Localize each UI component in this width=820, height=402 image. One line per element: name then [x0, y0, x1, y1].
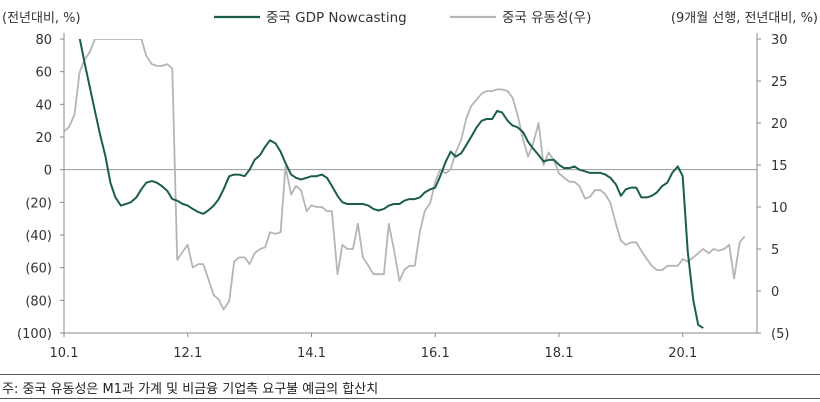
footnote-bottom-rule	[0, 398, 820, 399]
right-axis-label: (9개월 선행, 전년대비, %)	[671, 10, 818, 26]
left-tick-label: (80)	[25, 294, 52, 309]
axes	[60, 33, 761, 337]
right-tick-label: 0	[771, 285, 779, 300]
legend: 중국 GDP Nowcasting 중국 유동성(우)	[214, 10, 591, 26]
legend-label: 중국 GDP Nowcasting	[266, 10, 407, 26]
left-tick-label: (20)	[25, 196, 52, 211]
right-tick-label: 20	[771, 117, 788, 132]
left-tick-label: 80	[35, 33, 52, 48]
footnote: 주: 중국 유동성은 M1과 가계 및 비금융 기업측 요구불 예금의 합산치	[2, 382, 379, 397]
gdp-nowcasting-series-line	[78, 39, 704, 329]
chart: 80 60 40 20 0 (20) (40) (60) (80) (100) 30 25 20 15 10…	[2, 10, 818, 361]
legend-label: 중국 유동성(우)	[502, 10, 591, 26]
left-tick-label: (60)	[25, 262, 52, 277]
x-tick-label: 10.1	[50, 346, 79, 361]
right-tick-label: (5)	[771, 327, 789, 342]
left-tick-label: 0	[44, 164, 52, 179]
left-tick-label: 40	[35, 98, 52, 113]
left-tick-label: (100)	[17, 327, 52, 342]
x-tick-label: 14.1	[297, 346, 326, 361]
series-lines	[64, 39, 746, 329]
left-axis-label: (전년대비, %)	[2, 11, 81, 26]
right-tick-label: 10	[771, 201, 788, 216]
x-tick-label: 20.1	[668, 346, 697, 361]
x-tick-label: 18.1	[545, 346, 574, 361]
right-tick-label: 5	[771, 243, 779, 258]
x-tick-label: 12.1	[173, 346, 202, 361]
right-tick-label: 30	[771, 33, 788, 48]
right-tick-label: 15	[771, 159, 788, 174]
x-tick-label: 16.1	[421, 346, 450, 361]
left-tick-label: 60	[35, 66, 52, 81]
footnote-top-rule	[0, 374, 820, 375]
tick-labels: 80 60 40 20 0 (20) (40) (60) (80) (100) 30 25 20 15 10…	[17, 33, 789, 361]
left-tick-label: 20	[35, 131, 52, 146]
liquidity-series-line	[64, 39, 746, 311]
right-tick-label: 25	[771, 75, 788, 90]
left-tick-label: (40)	[25, 229, 52, 244]
